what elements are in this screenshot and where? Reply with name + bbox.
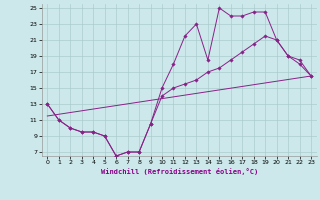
X-axis label: Windchill (Refroidissement éolien,°C): Windchill (Refroidissement éolien,°C) xyxy=(100,168,258,175)
